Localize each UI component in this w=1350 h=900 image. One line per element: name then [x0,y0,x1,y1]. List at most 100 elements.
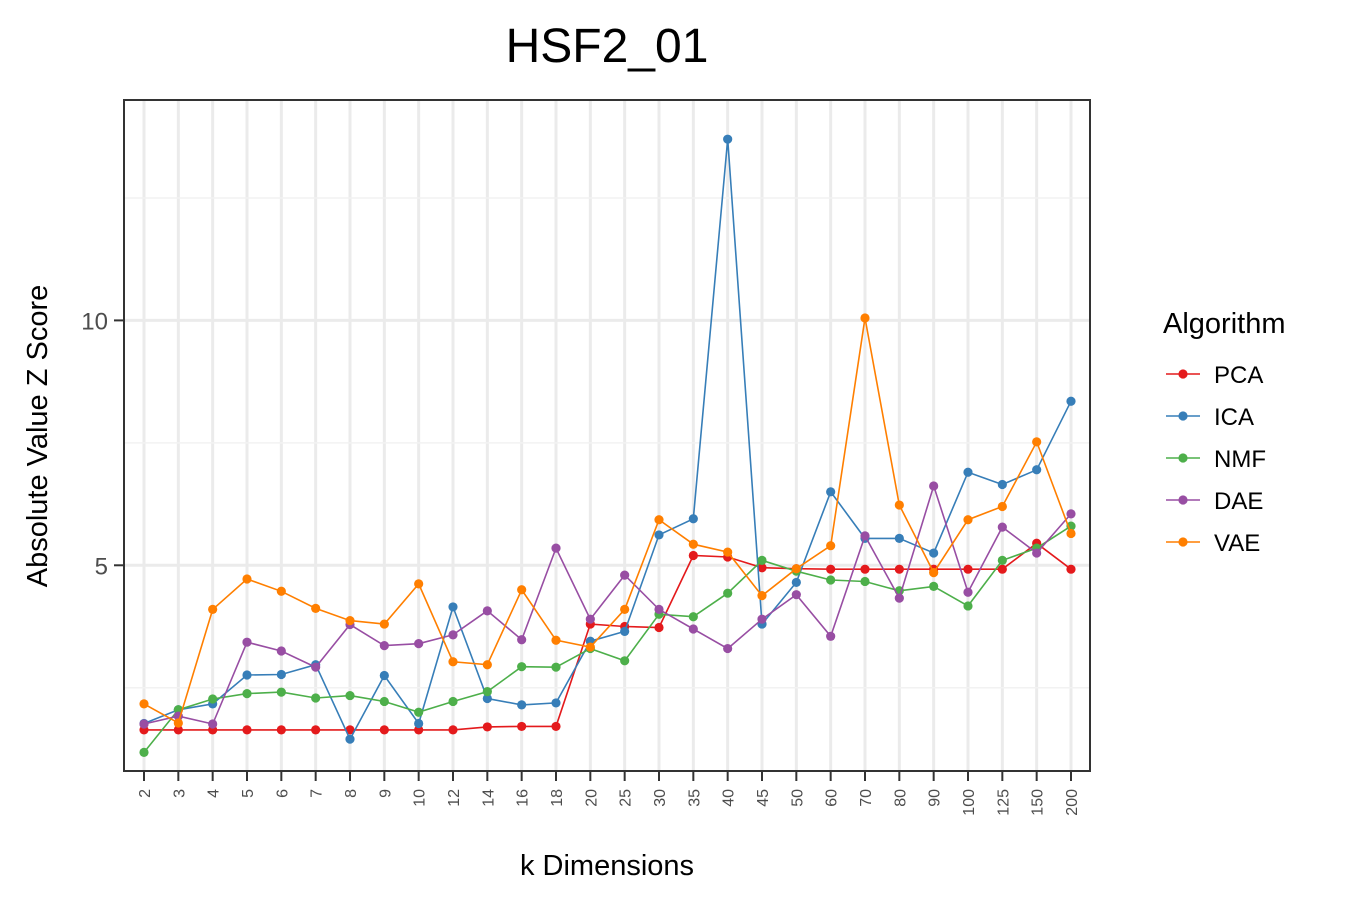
data-point-dae [963,587,973,597]
legend-key-point [1178,537,1188,547]
data-point-dae [1032,548,1042,558]
x-tick-label: 14 [480,789,497,807]
data-point-dae [414,639,424,649]
series-line-vae [143,317,1072,725]
data-point-dae [826,631,836,641]
legend-item-vae: VAE [1166,530,1260,557]
data-point-vae [791,564,801,574]
x-tick-label: 4 [206,789,223,798]
data-point-pca [997,564,1007,574]
legend-label: NMF [1214,446,1266,473]
data-point-nmf [620,656,630,666]
data-point-ica [414,718,424,729]
data-point-vae [963,515,973,525]
data-point-ica [997,479,1007,490]
series-line-dae [143,483,1072,725]
data-point-nmf [517,662,527,672]
data-point-vae [997,501,1007,512]
data-point-dae [860,531,870,541]
x-tick-label: 9 [377,789,394,798]
series-line-ica [143,139,1072,741]
x-tick-label: 25 [618,789,635,807]
data-point-dae [791,590,801,600]
legend-key-point [1178,495,1188,505]
legend-label: VAE [1214,530,1260,557]
data-point-vae [585,642,595,652]
data-point-ica [791,577,801,588]
series-layer [139,134,1076,757]
data-point-dae [929,481,939,491]
data-point-vae [757,591,767,601]
data-point-ica [345,734,355,744]
data-point-dae [585,614,595,624]
data-point-vae [414,579,424,589]
data-point-pca [894,564,904,574]
data-point-pca [757,563,767,573]
data-point-vae [242,574,252,584]
data-point-vae [929,568,939,578]
y-axis-label: Absolute Value Z Score [22,285,54,588]
data-point-nmf [997,555,1007,565]
data-point-dae [997,522,1007,532]
data-point-vae [379,619,389,629]
series-dae [139,481,1076,729]
data-point-ica [963,467,973,477]
x-tick-label: 35 [686,789,703,807]
data-point-dae [208,719,218,729]
data-point-vae [620,604,630,614]
data-point-vae [208,604,218,614]
data-point-dae [311,662,321,672]
data-point-ica [276,669,286,680]
x-tick-label: 8 [343,789,360,798]
data-point-pca [276,725,286,735]
data-point-nmf [688,612,698,622]
legend-title: Algorithm [1163,308,1286,340]
x-tick-label: 6 [274,789,291,798]
data-point-vae [1032,437,1042,447]
data-point-dae [551,543,561,553]
data-point-dae [139,719,149,729]
data-point-dae [448,630,458,640]
x-tick-label: 125 [995,789,1012,816]
data-point-pca [517,721,527,732]
data-point-pca [414,725,424,735]
x-tick-label: 80 [892,789,909,807]
x-tick-label: 18 [549,789,566,807]
x-tick-label: 3 [171,789,188,798]
legend-item-nmf: NMF [1166,446,1266,473]
data-point-pca [654,622,664,633]
data-point-nmf [208,694,218,704]
legend-item-dae: DAE [1166,488,1263,515]
x-tick-label: 70 [858,789,875,807]
data-point-dae [723,643,733,654]
data-point-nmf [929,581,939,591]
data-point-ica [620,626,630,637]
data-point-nmf [757,555,767,565]
data-point-nmf [963,601,973,611]
x-tick-label: 40 [721,789,738,807]
data-point-ica [688,514,698,524]
data-point-nmf [311,693,321,703]
plot-background [124,100,1090,771]
data-point-vae [139,699,149,709]
data-point-ica [1066,396,1076,406]
x-tick-label: 2 [137,789,154,798]
data-point-dae [379,641,389,651]
legend: Algorithm PCA ICA NMF DAE VAE [1163,308,1286,557]
data-point-ica [551,698,561,708]
data-point-dae [688,624,698,634]
data-point-vae [723,547,733,557]
legend-label: DAE [1214,488,1263,515]
x-tick-label: 150 [1030,789,1047,816]
legend-item-pca: PCA [1166,362,1263,389]
x-tick-label: 60 [824,789,841,807]
data-point-vae [448,657,458,667]
data-point-ica [723,134,733,144]
x-tick-label: 5 [240,789,257,798]
data-point-dae [276,646,286,656]
legend-key-point [1178,369,1188,379]
data-point-pca [688,550,698,561]
data-point-nmf [173,705,183,715]
legend-label: PCA [1214,362,1263,389]
